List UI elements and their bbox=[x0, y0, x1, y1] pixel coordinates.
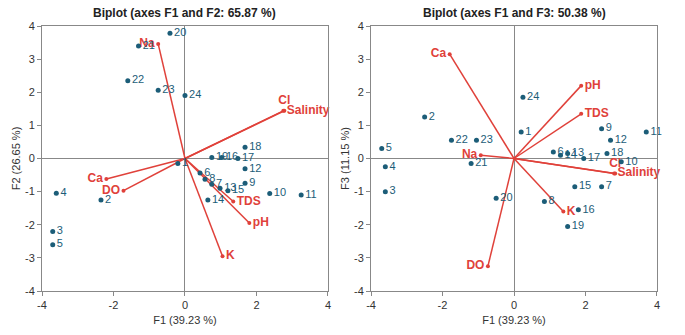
svg-text:11: 11 bbox=[650, 125, 661, 137]
svg-text:4: 4 bbox=[389, 160, 395, 172]
svg-text:3: 3 bbox=[29, 53, 35, 65]
svg-text:12: 12 bbox=[615, 133, 627, 145]
svg-text:Salinity: Salinity bbox=[618, 165, 661, 179]
svg-text:0: 0 bbox=[511, 299, 517, 311]
svg-text:-2: -2 bbox=[438, 299, 448, 311]
svg-text:F2 (26.65 %): F2 (26.65 %) bbox=[10, 127, 22, 191]
svg-text:22: 22 bbox=[132, 73, 144, 85]
svg-text:DO: DO bbox=[102, 183, 120, 197]
svg-text:12: 12 bbox=[249, 162, 261, 174]
svg-text:10: 10 bbox=[274, 186, 286, 198]
svg-text:18: 18 bbox=[611, 146, 623, 158]
svg-text:-3: -3 bbox=[25, 252, 35, 264]
svg-text:-2: -2 bbox=[109, 299, 119, 311]
svg-text:15: 15 bbox=[579, 179, 591, 191]
svg-text:F1 (39.23 %): F1 (39.23 %) bbox=[153, 314, 217, 326]
svg-text:4: 4 bbox=[60, 186, 66, 198]
svg-text:Cl: Cl bbox=[278, 93, 290, 107]
svg-text:4: 4 bbox=[29, 20, 35, 32]
svg-text:8: 8 bbox=[549, 194, 555, 206]
svg-text:13: 13 bbox=[572, 146, 584, 158]
svg-text:F1 (39.23 %): F1 (39.23 %) bbox=[482, 314, 546, 326]
svg-text:14: 14 bbox=[565, 148, 577, 160]
svg-text:1: 1 bbox=[358, 119, 364, 131]
svg-text:1: 1 bbox=[525, 125, 531, 137]
svg-text:0: 0 bbox=[29, 152, 35, 164]
svg-text:2: 2 bbox=[105, 193, 111, 205]
svg-text:23: 23 bbox=[481, 133, 493, 145]
svg-text:22: 22 bbox=[456, 133, 468, 145]
svg-text:19: 19 bbox=[572, 219, 584, 231]
svg-text:6: 6 bbox=[557, 145, 563, 157]
svg-text:23: 23 bbox=[162, 83, 174, 95]
svg-text:Ca: Ca bbox=[431, 46, 447, 60]
svg-text:2: 2 bbox=[358, 86, 364, 98]
svg-text:17: 17 bbox=[588, 151, 600, 163]
svg-text:K: K bbox=[226, 248, 235, 262]
svg-text:DO: DO bbox=[466, 258, 484, 272]
svg-text:Na: Na bbox=[462, 147, 478, 161]
svg-text:2: 2 bbox=[253, 299, 259, 311]
svg-text:8: 8 bbox=[209, 172, 215, 184]
svg-text:TDS: TDS bbox=[585, 106, 609, 120]
svg-text:-4: -4 bbox=[37, 299, 47, 311]
svg-text:24: 24 bbox=[527, 90, 539, 102]
svg-text:20: 20 bbox=[500, 191, 512, 203]
svg-text:5: 5 bbox=[57, 237, 63, 249]
svg-text:1: 1 bbox=[182, 156, 188, 168]
svg-text:17: 17 bbox=[242, 151, 254, 163]
svg-text:20: 20 bbox=[174, 26, 186, 38]
svg-text:19: 19 bbox=[216, 150, 228, 162]
svg-text:2: 2 bbox=[582, 299, 588, 311]
svg-text:3: 3 bbox=[57, 224, 63, 236]
svg-text:6: 6 bbox=[204, 166, 210, 178]
svg-text:4: 4 bbox=[358, 20, 364, 32]
svg-text:7: 7 bbox=[606, 179, 612, 191]
svg-text:21: 21 bbox=[143, 39, 155, 51]
svg-text:15: 15 bbox=[232, 183, 244, 195]
svg-text:14: 14 bbox=[212, 193, 224, 205]
svg-text:16: 16 bbox=[582, 203, 594, 215]
svg-text:-1: -1 bbox=[354, 185, 364, 197]
svg-text:4: 4 bbox=[325, 299, 331, 311]
svg-text:Biplot (axes F1 and F2: 65.87: Biplot (axes F1 and F2: 65.87 %) bbox=[93, 6, 276, 20]
svg-text:-2: -2 bbox=[354, 219, 364, 231]
svg-text:7: 7 bbox=[216, 177, 222, 189]
svg-text:3: 3 bbox=[389, 184, 395, 196]
svg-text:pH: pH bbox=[585, 78, 601, 92]
svg-text:-2: -2 bbox=[25, 219, 35, 231]
svg-text:9: 9 bbox=[249, 176, 255, 188]
svg-text:0: 0 bbox=[182, 299, 188, 311]
svg-text:2: 2 bbox=[429, 110, 435, 122]
svg-text:16: 16 bbox=[226, 150, 238, 162]
svg-text:3: 3 bbox=[358, 53, 364, 65]
svg-text:K: K bbox=[567, 204, 576, 218]
svg-text:5: 5 bbox=[386, 141, 392, 153]
svg-text:2: 2 bbox=[29, 86, 35, 98]
svg-text:Cl: Cl bbox=[609, 156, 621, 170]
svg-text:24: 24 bbox=[189, 88, 201, 100]
svg-text:0: 0 bbox=[358, 152, 364, 164]
svg-text:F3 (11.15 %): F3 (11.15 %) bbox=[339, 127, 351, 190]
svg-text:4: 4 bbox=[654, 299, 660, 311]
svg-text:9: 9 bbox=[606, 121, 612, 133]
svg-text:10: 10 bbox=[625, 155, 637, 167]
svg-text:18: 18 bbox=[249, 140, 261, 152]
svg-text:Ca: Ca bbox=[87, 171, 103, 185]
svg-text:Biplot (axes F1 and F3: 50.38: Biplot (axes F1 and F3: 50.38 %) bbox=[423, 6, 606, 20]
svg-text:TDS: TDS bbox=[237, 194, 261, 208]
svg-text:-4: -4 bbox=[366, 299, 376, 311]
svg-text:-1: -1 bbox=[25, 185, 35, 197]
svg-text:-4: -4 bbox=[25, 285, 35, 297]
svg-text:Salinity: Salinity bbox=[287, 103, 330, 117]
svg-text:Na: Na bbox=[139, 36, 155, 50]
svg-text:1: 1 bbox=[29, 119, 35, 131]
svg-text:13: 13 bbox=[224, 181, 236, 193]
svg-text:11: 11 bbox=[305, 188, 316, 200]
svg-text:21: 21 bbox=[475, 156, 487, 168]
svg-text:-3: -3 bbox=[354, 252, 364, 264]
svg-text:-4: -4 bbox=[354, 285, 364, 297]
svg-text:pH: pH bbox=[253, 215, 269, 229]
